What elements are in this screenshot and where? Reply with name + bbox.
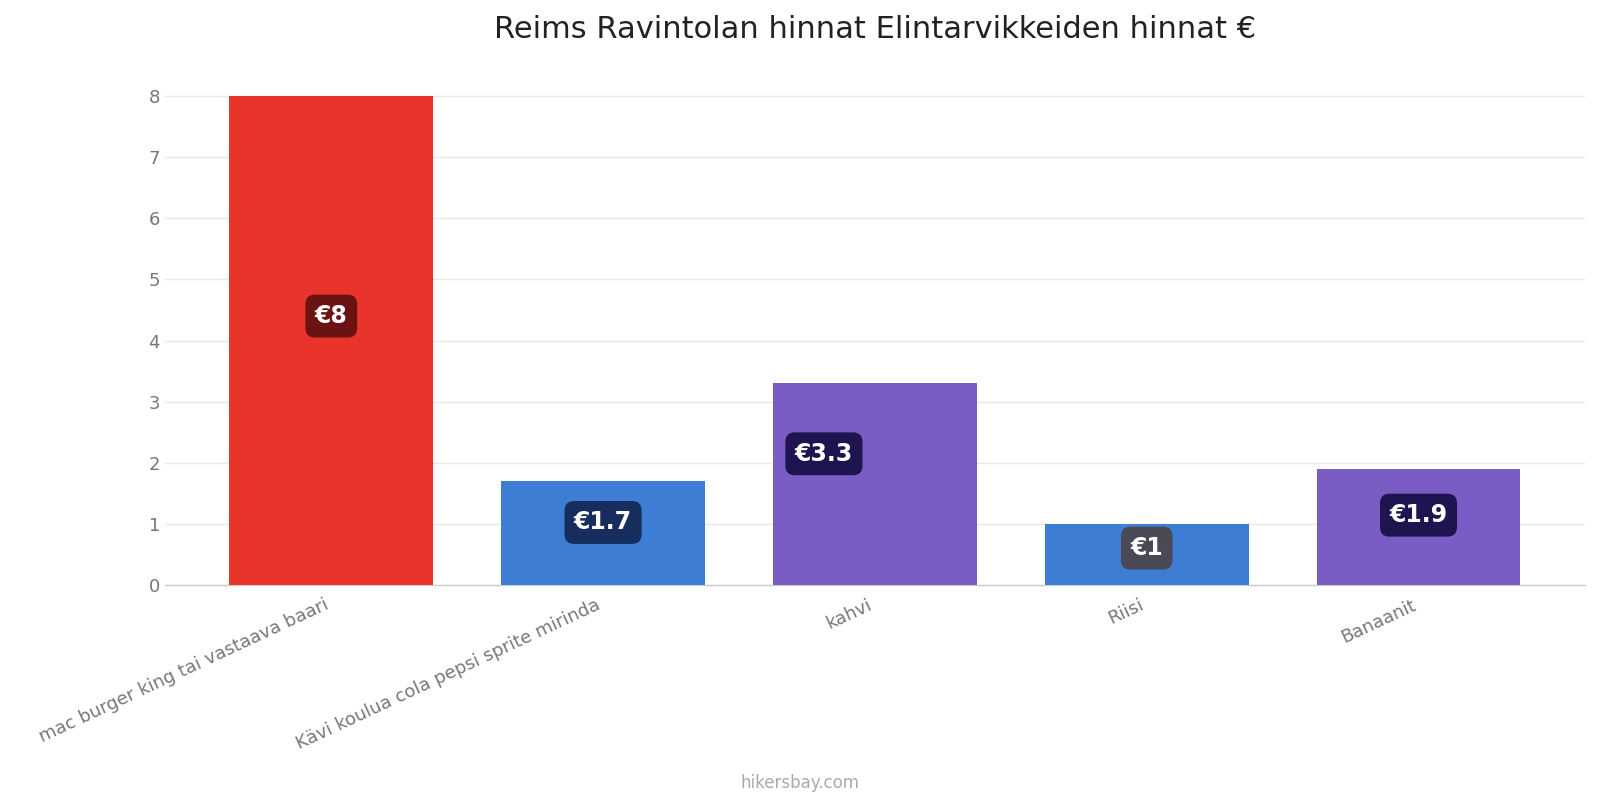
Text: €3.3: €3.3 (795, 442, 853, 466)
Bar (773, 383, 978, 585)
Text: €1.9: €1.9 (1389, 503, 1448, 527)
Bar (229, 96, 434, 585)
Bar (1317, 469, 1520, 585)
Bar (1045, 524, 1248, 585)
Text: €1: €1 (1130, 536, 1163, 560)
Text: hikersbay.com: hikersbay.com (741, 774, 859, 792)
Bar (501, 481, 706, 585)
Text: €8: €8 (315, 304, 347, 328)
Title: Reims Ravintolan hinnat Elintarvikkeiden hinnat €: Reims Ravintolan hinnat Elintarvikkeiden… (494, 15, 1256, 44)
Text: €1.7: €1.7 (574, 510, 632, 534)
